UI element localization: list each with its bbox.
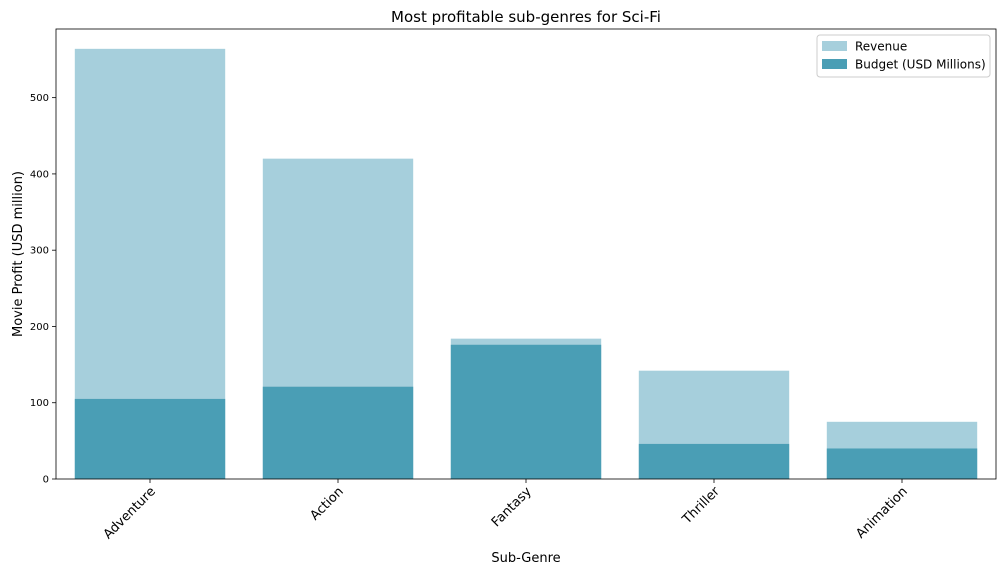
legend-swatch <box>822 59 847 69</box>
y-tick-label: 0 <box>43 475 49 486</box>
legend-label: Budget (USD Millions) <box>855 58 986 72</box>
legend-label: Revenue <box>855 40 907 54</box>
x-axis: Adventure Action Fantasy Thriller Animation <box>101 479 911 542</box>
x-tick-label-thriller: Thriller <box>679 484 723 528</box>
x-tick-label-animation: Animation <box>853 484 910 541</box>
y-tick-label: 500 <box>30 93 49 104</box>
x-tick-label-adventure: Adventure <box>101 484 159 542</box>
y-tick-label: 200 <box>30 322 49 333</box>
budget-bar-animation <box>826 448 978 479</box>
x-tick-label-action: Action <box>307 484 346 523</box>
budget-bar-adventure <box>74 398 226 479</box>
y-axis-label: Movie Profit (USD million) <box>11 171 26 337</box>
chart-title: Most profitable sub-genres for Sci-Fi <box>391 8 661 26</box>
bars-group <box>74 48 978 479</box>
budget-bar-action <box>262 386 414 479</box>
x-tick-label-fantasy: Fantasy <box>489 484 535 530</box>
legend: Revenue Budget (USD Millions) <box>816 34 991 78</box>
legend-swatch <box>822 41 847 51</box>
budget-bar-fantasy <box>450 344 602 479</box>
y-axis: 0 100 200 300 400 500 <box>30 93 56 486</box>
legend-box <box>816 34 991 78</box>
budget-bar-thriller <box>638 443 790 479</box>
y-tick-label: 400 <box>30 169 49 180</box>
y-tick-label: 300 <box>30 246 49 257</box>
y-tick-label: 100 <box>30 398 49 409</box>
x-axis-label: Sub-Genre <box>491 551 560 566</box>
